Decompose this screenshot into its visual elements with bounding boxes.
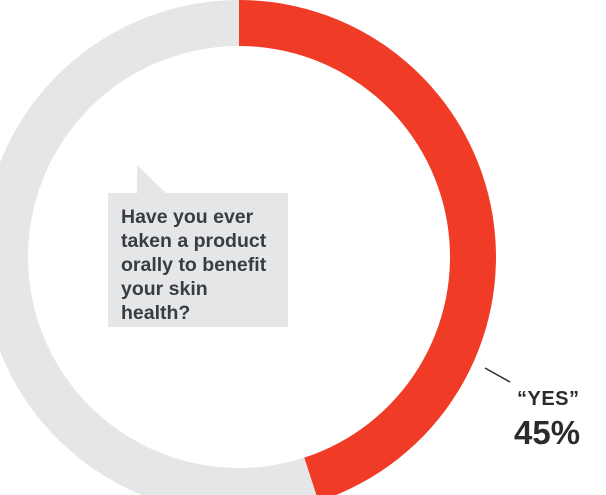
yes-slice-label: “YES” — [517, 388, 580, 410]
question-text: Have you ever taken a product orally to … — [121, 206, 267, 324]
yes-leader-line — [484, 367, 511, 383]
speech-bubble-tail — [137, 165, 166, 193]
donut-slice-yes — [239, 0, 496, 495]
question-bubble: Have you ever taken a product orally to … — [108, 193, 288, 327]
yes-slice-value: 45% — [514, 414, 581, 451]
